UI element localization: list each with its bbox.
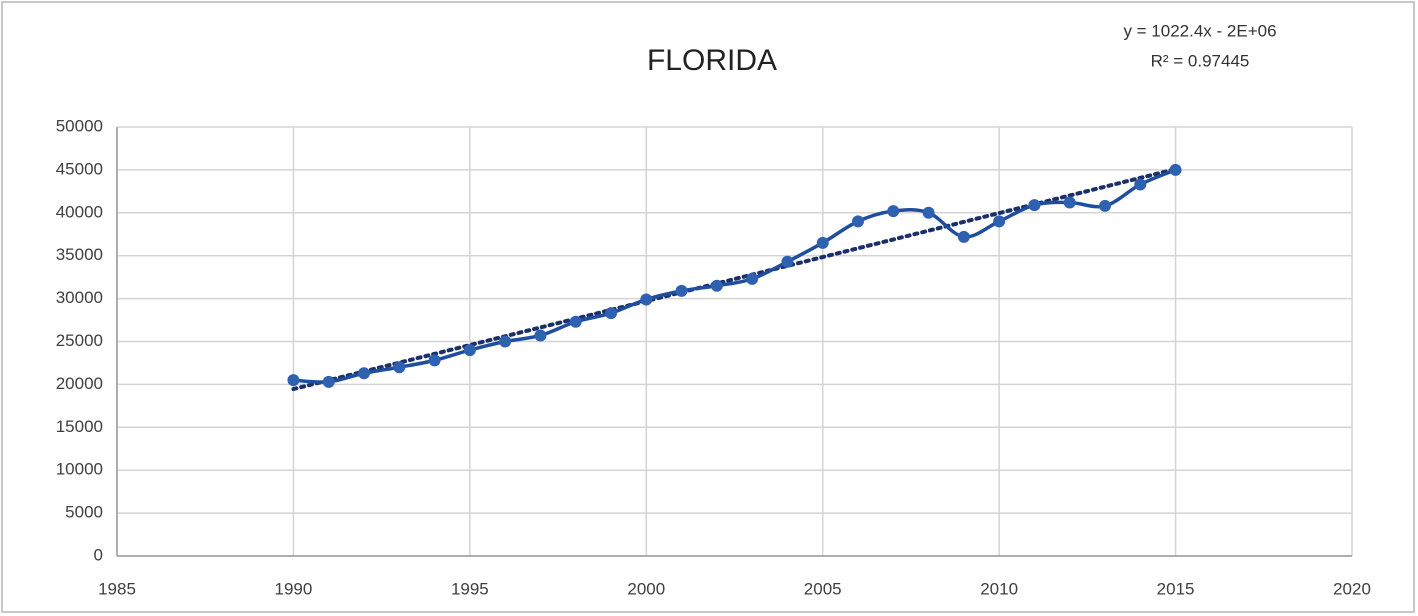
x-tick-label: 2015 [1157,579,1195,598]
data-point [640,293,653,306]
data-point [463,344,476,357]
data-point [1063,196,1076,209]
y-tick-label: 50000 [56,116,103,135]
x-tick-label: 2000 [627,579,665,598]
data-point [781,255,794,268]
data-point [605,307,617,320]
y-tick-label: 25000 [56,331,103,350]
data-point [428,354,441,367]
data-point [1028,199,1041,212]
data-point [710,279,723,292]
data-point [993,215,1006,228]
data-point [393,361,406,374]
data-point [852,215,864,228]
x-tick-label: 1990 [275,579,313,598]
y-tick-label: 20000 [56,374,103,393]
data-point [569,315,582,328]
y-tick-label: 5000 [65,503,103,522]
data-point [534,329,547,342]
data-point [499,335,512,348]
trend-equation: y = 1022.4x - 2E+06 [1123,21,1276,40]
data-point [816,236,829,249]
y-tick-label: 15000 [56,417,103,436]
x-tick-label: 1985 [98,579,136,598]
x-tick-label: 1995 [451,579,489,598]
y-tick-label: 10000 [56,460,103,479]
data-point [746,272,759,285]
y-tick-label: 45000 [56,159,103,178]
data-point [358,367,370,380]
data-point [1169,163,1182,176]
y-tick-label: 35000 [56,245,103,264]
data-point [957,230,970,243]
y-tick-label: 0 [94,545,103,564]
data-point [1134,178,1147,191]
data-point [1099,199,1111,212]
trendline [291,167,1178,392]
x-tick-label: 2010 [980,579,1018,598]
y-tick-label: 40000 [56,202,103,221]
data-point [922,206,935,219]
trend-r-squared: R² = 0.97445 [1151,51,1250,70]
data-point [322,375,335,388]
data-point [887,205,900,218]
y-tick-label: 30000 [56,288,103,307]
x-tick-label: 2005 [804,579,842,598]
data-point [287,374,300,387]
x-tick-label: 2020 [1333,579,1371,598]
data-point [675,284,688,297]
chart-title: FLORIDA [647,44,777,77]
